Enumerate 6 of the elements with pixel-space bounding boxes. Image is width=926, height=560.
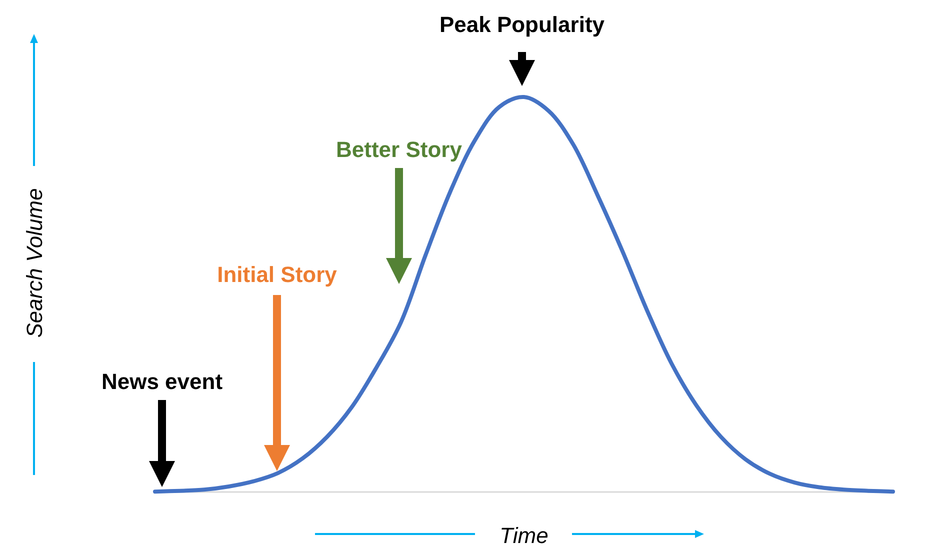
annotation: Initial Story xyxy=(217,262,338,287)
annotation: News event xyxy=(101,369,224,394)
x-axis-title: Time xyxy=(500,523,548,548)
text: Peak Popularity xyxy=(439,12,606,37)
annotation: Better Story xyxy=(336,137,463,162)
y-axis-title: Search Volume xyxy=(22,188,47,338)
